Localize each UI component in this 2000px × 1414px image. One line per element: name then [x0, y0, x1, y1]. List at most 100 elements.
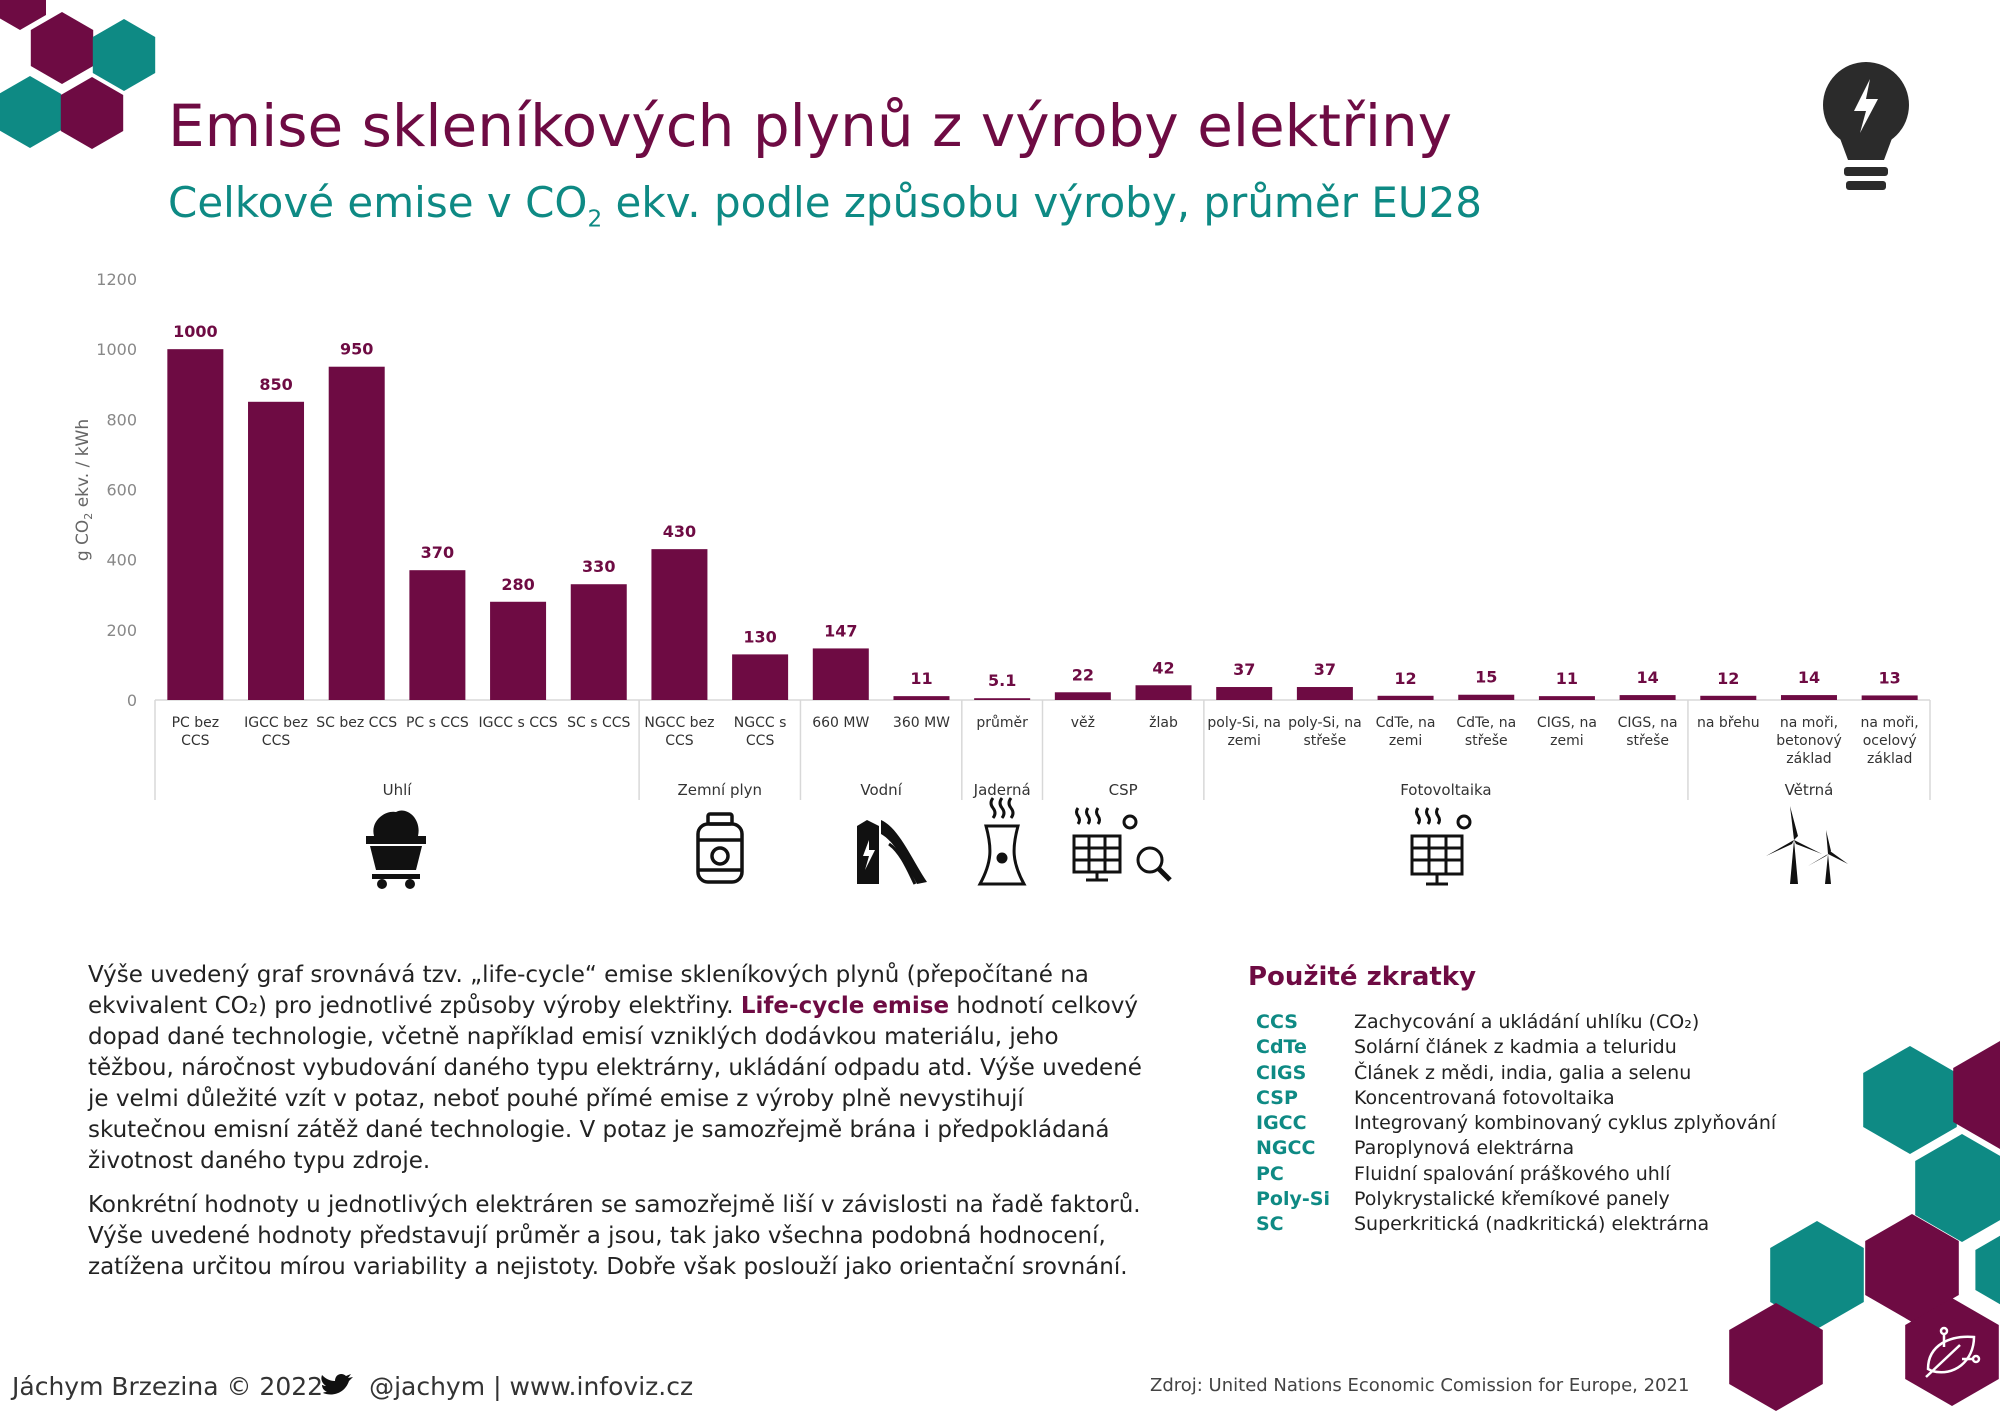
bar-value-label: 37 [1233, 660, 1255, 679]
separator: | [493, 1372, 502, 1401]
abbreviation-row: Poly-Si Polykrystalické křemíkové panely [1256, 1188, 1670, 1211]
bar [974, 698, 1031, 700]
bar [812, 648, 869, 700]
gas-tank-icon [696, 812, 744, 884]
group-label: Větrná [1785, 781, 1834, 799]
leaf-circuit-icon [1925, 1326, 1981, 1378]
category-label: 360 MW [893, 715, 950, 731]
abbreviations-title: Použité zkratky [1248, 962, 1477, 992]
category-label: SC bez CCS [316, 715, 397, 731]
solar-panel-icon [1410, 807, 1472, 886]
y-tick-label: 400 [106, 551, 137, 570]
abbreviation-row: PC Fluidní spalování práškového uhlí [1256, 1162, 1671, 1185]
hexagon [1975, 1235, 2000, 1305]
description-paragraph-1: Výše uvedený graf srovnává tzv. „life-cy… [88, 962, 1142, 1174]
abbreviation-row: CSP Koncentrovaná fotovoltaika [1256, 1086, 1615, 1109]
group-label: Zemní plyn [677, 781, 762, 799]
hexagon [1865, 1214, 1959, 1322]
bar [1780, 695, 1837, 700]
hexagon [30, 12, 94, 84]
category-label: žlab [1149, 715, 1178, 731]
bar-value-label: 370 [421, 543, 454, 562]
bar [1296, 687, 1353, 700]
wind-turbine-icon [1766, 806, 1848, 884]
bar-value-label: 280 [501, 575, 534, 594]
category-label: CdTe, na střeše [1456, 715, 1516, 749]
hexagon [0, 76, 62, 148]
category-label: CdTe, na zemi [1376, 715, 1436, 749]
category-label: SC s CCS [567, 715, 630, 731]
category-label: poly-Si, na zemi [1207, 715, 1281, 749]
y-tick-label: 0 [127, 691, 137, 710]
bar [1458, 694, 1515, 700]
bar [1538, 696, 1595, 700]
category-label: poly-Si, na střeše [1288, 715, 1362, 749]
category-label: CIGS, na zemi [1537, 715, 1597, 749]
hexagon [1729, 1303, 1823, 1411]
bar [570, 584, 627, 700]
nuclear-tower-icon [977, 797, 1027, 886]
page-subtitle: Celkové emise v CO2 ekv. podle způsobu v… [168, 178, 1483, 233]
bar-value-label: 42 [1152, 658, 1174, 677]
hexagon-decoration-top-left [0, 0, 156, 149]
abbreviation-row: CCS Zachycování a ukládání uhlíku (CO₂) [1256, 1011, 1700, 1033]
bar [1135, 685, 1192, 700]
bar [248, 401, 305, 700]
abbreviation-row: CdTe Solární článek z kadmia a teluridu [1256, 1036, 1677, 1059]
bar-value-label: 15 [1475, 668, 1497, 687]
category-label: NGCC bez CCS [644, 715, 714, 749]
bar [893, 696, 950, 700]
highlight-life-cycle: Life-cycle emise [740, 993, 950, 1019]
twitter-bird-icon [321, 1373, 353, 1395]
category-label: věž [1071, 715, 1095, 731]
bar [1619, 695, 1676, 700]
abbreviations-list: CCS Zachycování a ukládání uhlíku (CO₂) C… [1256, 1010, 1776, 1238]
category-label: na moři, betonový základ [1776, 715, 1842, 767]
group-label: Vodní [860, 781, 902, 799]
bar-value-labels: 1000 850 950 370 280 330 430 130 147 11 5.1 22 42 37 3… [173, 322, 1901, 690]
bar [1377, 695, 1434, 700]
group-separators [154, 700, 1931, 800]
footer-author: Jáchym Brzezina © 2022 @jachym | www.inf… [12, 1372, 693, 1401]
category-label: NGCC s CCS [734, 715, 787, 749]
website-link[interactable]: www.infoviz.cz [509, 1372, 694, 1401]
bar-value-label: 13 [1879, 668, 1901, 687]
category-label: IGCC s CCS [478, 715, 557, 731]
twitter-handle-link[interactable]: @jachym [369, 1372, 486, 1401]
bar [167, 349, 224, 700]
bar [1861, 695, 1918, 700]
category-label: CIGS, na střeše [1618, 715, 1678, 749]
category-label: 660 MW [812, 715, 869, 731]
category-label: IGCC bez CCS [244, 715, 308, 749]
hydro-dam-icon [857, 820, 927, 885]
bar-value-label: 330 [582, 557, 615, 576]
bar [1054, 692, 1111, 700]
bar [409, 570, 466, 700]
group-label: Fotovoltaika [1400, 781, 1491, 799]
coal-cart-icon [366, 810, 426, 889]
bar [490, 601, 547, 700]
y-tick-label: 800 [106, 410, 137, 429]
y-tick-label: 200 [106, 621, 137, 640]
category-label: PC bez CCS [172, 715, 220, 749]
footer-source: Zdroj: United Nations Economic Comission… [1150, 1375, 1690, 1396]
bar-value-label: 37 [1314, 660, 1336, 679]
bar-value-label: 147 [824, 621, 857, 640]
abbreviation-row: NGCC Paroplynová elektrárna [1256, 1137, 1575, 1160]
bar-value-label: 850 [259, 375, 292, 394]
y-axis-label: g CO2 ekv. / kWh [73, 419, 95, 561]
bar-value-label: 12 [1717, 669, 1739, 688]
bar-value-label: 14 [1798, 668, 1820, 687]
lightbulb-bolt-icon [1823, 62, 1909, 190]
abbreviation-row: SC Superkritická (nadkritická) elektrárna [1256, 1213, 1710, 1236]
bar-value-label: 14 [1636, 668, 1658, 687]
y-tick-label: 1000 [96, 340, 137, 359]
hexagon [1863, 1046, 1957, 1154]
bar-value-label: 11 [1556, 669, 1578, 688]
bar-value-label: 950 [340, 340, 373, 359]
bar [651, 549, 708, 700]
category-label: na moři, ocelový základ [1861, 715, 1919, 767]
bar [328, 366, 385, 700]
bar-value-label: 11 [910, 669, 932, 688]
